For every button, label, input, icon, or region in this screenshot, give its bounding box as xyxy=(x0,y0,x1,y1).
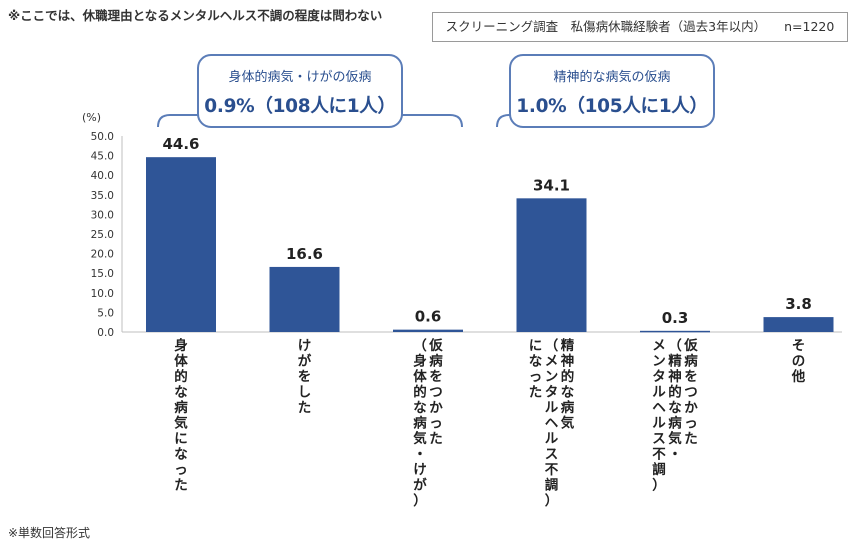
bar-value-label: 0.3 xyxy=(662,309,689,327)
bar-value-label: 44.6 xyxy=(162,135,199,153)
bar xyxy=(640,330,710,333)
bar-value-label: 0.6 xyxy=(415,308,442,326)
category-label: 仮病をつかった（精神的な病気・メンタルヘルス不調） xyxy=(652,337,698,494)
bar-value-label: 3.8 xyxy=(785,295,812,313)
callout-mental-feigned: 精神的な病気の仮病 1.0%（105人に1人） xyxy=(509,54,715,128)
callout-physical-feigned: 身体的病気・けがの仮病 0.9%（108人に1人） xyxy=(197,54,403,128)
bar xyxy=(763,317,834,332)
callout-title: 精神的な病気の仮病 xyxy=(553,70,671,85)
y-tick-label: 10.0 xyxy=(91,288,114,300)
y-tick-label: 45.0 xyxy=(91,151,114,163)
y-tick-label: 35.0 xyxy=(91,190,114,202)
y-tick-label: 20.0 xyxy=(91,249,114,261)
y-tick-label: 40.0 xyxy=(91,170,114,182)
bar xyxy=(393,329,463,332)
callout-value: 0.9%（108人に1人） xyxy=(204,96,396,117)
survey-description: スクリーニング調査 私傷病休職経験者（過去3年以内） xyxy=(445,19,767,34)
category-label: 身体的な病気になった xyxy=(174,337,188,494)
category-label: けがをした xyxy=(298,338,312,416)
y-tick-label: 30.0 xyxy=(91,209,114,221)
y-tick-label: 0.0 xyxy=(97,327,114,339)
callout-value: 1.0%（105人に1人） xyxy=(516,96,708,117)
category-label: 仮病をつかった（身体的な病気・けが） xyxy=(413,337,443,509)
y-tick-label: 50.0 xyxy=(91,131,114,143)
y-tick-label: 15.0 xyxy=(91,268,114,280)
bar xyxy=(516,198,587,332)
category-label: その他 xyxy=(791,338,806,385)
y-tick-label: 25.0 xyxy=(91,229,114,241)
footer-note: ※単数回答形式 xyxy=(8,526,91,540)
bar xyxy=(269,266,340,332)
y-tick-label: 5.0 xyxy=(97,307,114,319)
category-label: 精神的な病気（メンタルヘルス不調）になった xyxy=(529,337,575,509)
bar-value-label: 34.1 xyxy=(533,176,570,194)
bar-value-label: 16.6 xyxy=(286,245,323,263)
callout-title: 身体的病気・けがの仮病 xyxy=(228,70,372,85)
top-note: ※ここでは、休職理由となるメンタルヘルス不調の程度は問わない xyxy=(8,8,383,23)
sample-size: n=1220 xyxy=(784,19,835,34)
bar xyxy=(146,157,216,332)
survey-info-box: スクリーニング調査 私傷病休職経験者（過去3年以内） n=1220 xyxy=(432,12,848,42)
y-axis-unit: (%) xyxy=(82,111,101,124)
